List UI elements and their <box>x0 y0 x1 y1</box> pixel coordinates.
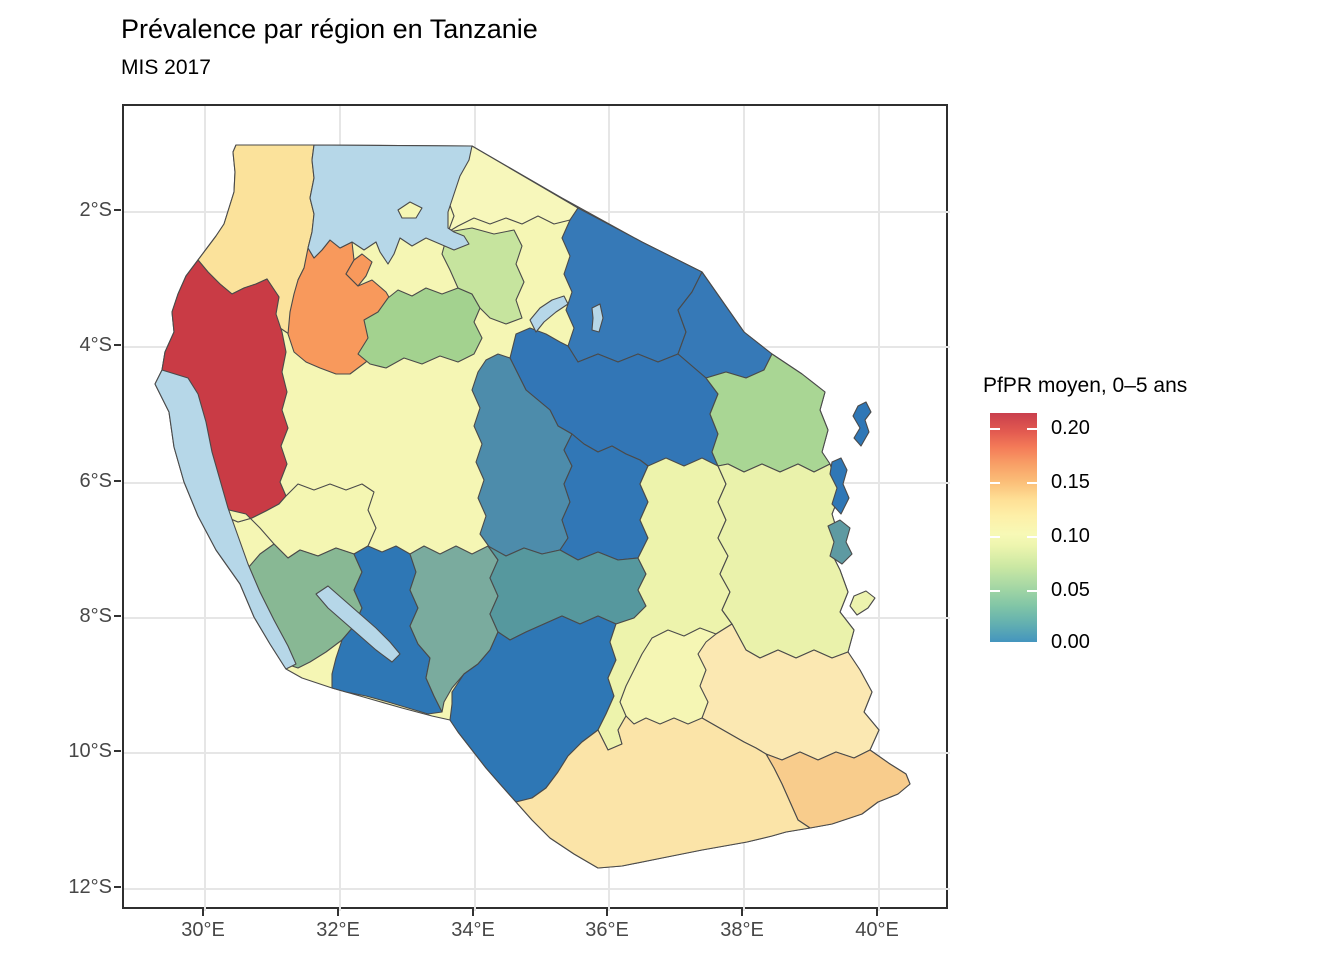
y-tick-label: 4°S <box>79 334 112 356</box>
island-pemba <box>852 401 872 447</box>
colorbar-tick <box>1027 536 1037 538</box>
y-tick-mark <box>114 886 121 888</box>
region-mwanza <box>345 253 373 287</box>
tanzania-map-canvas <box>124 106 950 911</box>
region-arusha <box>561 207 703 363</box>
x-tick-label: 32°E <box>316 919 360 941</box>
y-tick-label: 10°S <box>68 740 112 762</box>
y-tick-mark <box>114 480 121 482</box>
legend-title: PfPR moyen, 0–5 ans <box>983 374 1188 397</box>
colorbar-tick <box>990 428 1000 430</box>
y-tick-mark <box>114 615 121 617</box>
colorbar-tick <box>1027 590 1037 592</box>
y-tick-mark <box>114 209 121 211</box>
lake-tanganyika <box>154 369 297 670</box>
x-tick-mark <box>606 909 608 916</box>
y-tick-label: 6°S <box>79 470 112 492</box>
x-tick-mark <box>337 909 339 916</box>
colorbar-tick <box>1027 428 1037 430</box>
y-tick-label: 12°S <box>68 876 112 898</box>
y-tick-mark <box>114 750 121 752</box>
colorbar-tick-label: 0.15 <box>1051 471 1090 493</box>
colorbar-tick <box>990 590 1000 592</box>
page-title: Prévalence par région en Tanzanie <box>121 14 538 44</box>
x-tick-mark <box>876 909 878 916</box>
island-ukerewe <box>397 201 423 219</box>
plot-subtitle: MIS 2017 <box>121 56 211 79</box>
x-tick-mark <box>472 909 474 916</box>
colorbar-tick <box>990 482 1000 484</box>
colorbar-tick <box>1027 482 1037 484</box>
x-tick-label: 36°E <box>585 919 629 941</box>
region-pwani <box>717 463 855 659</box>
y-tick-mark <box>114 344 121 346</box>
x-tick-label: 38°E <box>720 919 764 941</box>
x-tick-mark <box>202 909 204 916</box>
region-ruvuma <box>515 715 811 869</box>
colorbar-tick-label: 0.20 <box>1051 417 1090 439</box>
colorbar-tick <box>990 536 1000 538</box>
region-simiyu <box>441 227 525 325</box>
region-dar-es-salaam <box>827 519 853 565</box>
colorbar-gradient <box>990 413 1037 642</box>
lake-manyara <box>591 303 604 333</box>
y-tick-label: 8°S <box>79 605 112 627</box>
colorbar-tick-label: 0.10 <box>1051 525 1090 547</box>
island-mafia <box>849 590 876 616</box>
x-tick-mark <box>741 909 743 916</box>
plot-panel <box>122 104 950 911</box>
y-tick-label: 2°S <box>79 199 112 221</box>
colorbar-tick-label: 0.00 <box>1051 631 1090 653</box>
x-tick-label: 40°E <box>855 919 899 941</box>
x-tick-label: 34°E <box>451 919 495 941</box>
colorbar-tick-label: 0.05 <box>1051 579 1090 601</box>
lake-eyasi <box>529 295 569 333</box>
x-tick-label: 30°E <box>181 919 225 941</box>
island-unguja-zanzibar <box>829 457 850 515</box>
lake-rukwa <box>315 585 401 663</box>
lake-victoria <box>307 144 473 265</box>
